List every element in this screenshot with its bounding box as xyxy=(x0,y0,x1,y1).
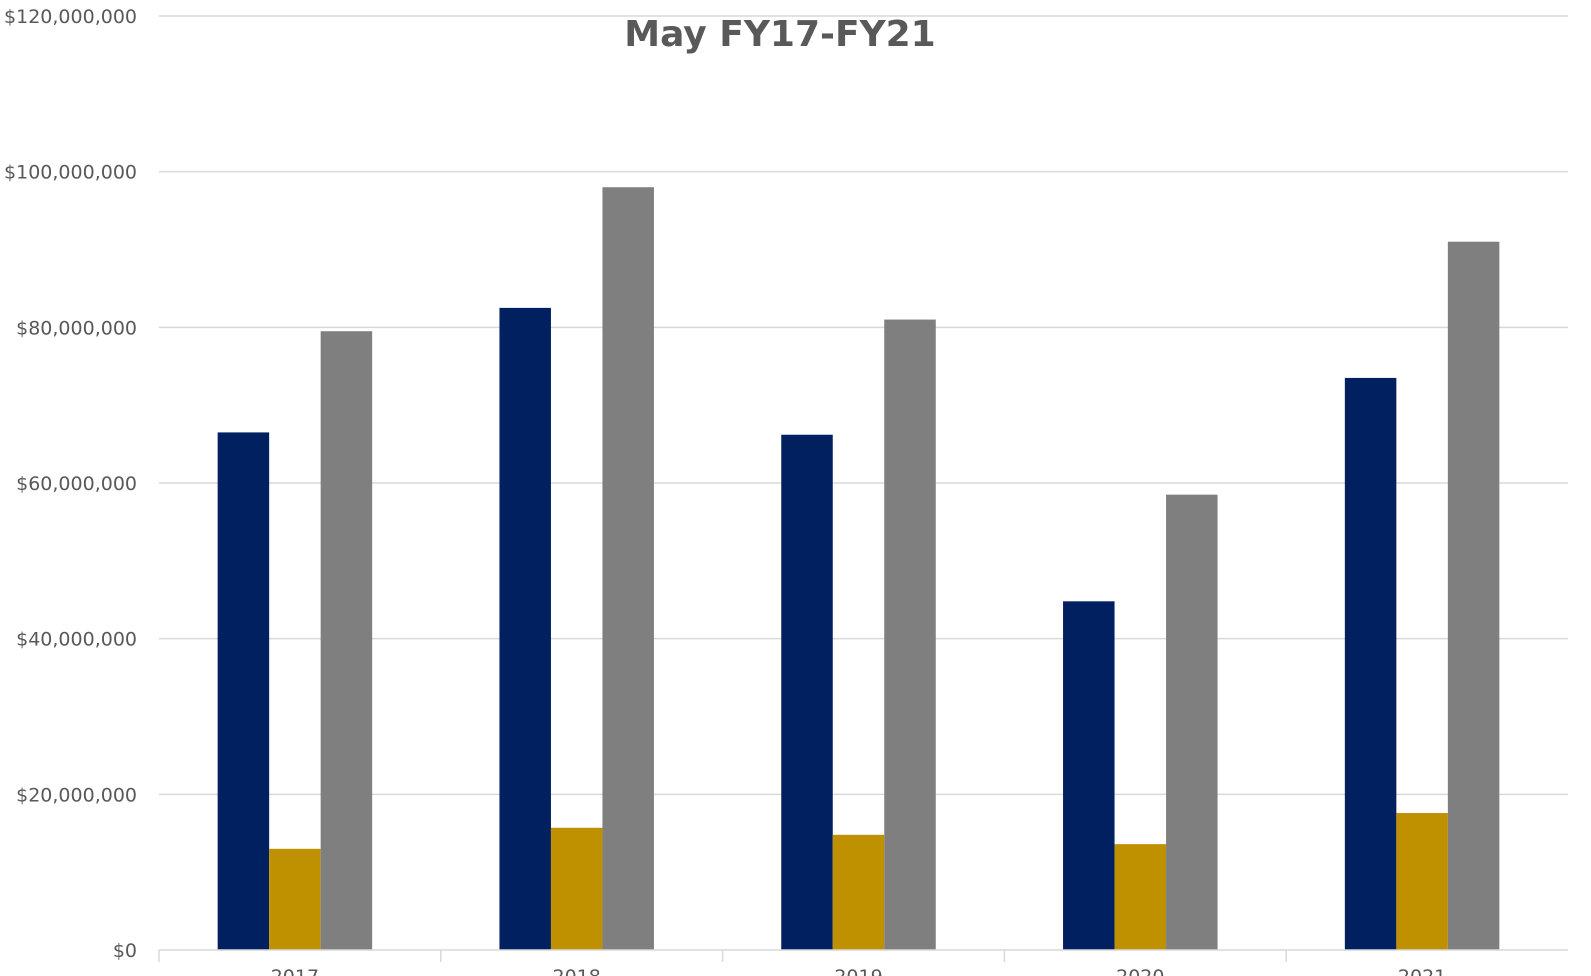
x-tick-label: 2018 xyxy=(553,966,601,976)
bar xyxy=(832,834,885,950)
bar xyxy=(1344,377,1397,950)
bar xyxy=(499,307,551,950)
y-tick-label: $20,000,000 xyxy=(16,784,137,806)
bar xyxy=(1447,241,1500,950)
y-tick-label: $80,000,000 xyxy=(16,317,137,339)
x-tick-label: 2021 xyxy=(1398,966,1446,976)
y-tick-label: $60,000,000 xyxy=(16,473,137,495)
bar xyxy=(1166,494,1218,950)
y-tick-label: $120,000,000 xyxy=(4,6,137,28)
bar xyxy=(1396,813,1448,950)
bar xyxy=(550,827,603,950)
x-tick-label: 2019 xyxy=(834,966,882,976)
y-tick-label: $40,000,000 xyxy=(16,629,137,651)
x-tick-label: 2017 xyxy=(271,966,319,976)
y-tick-label: $0 xyxy=(113,940,137,962)
bar xyxy=(1114,844,1167,950)
bar xyxy=(217,432,270,950)
chart-title: May FY17-FY21 xyxy=(624,14,936,55)
bar xyxy=(602,187,654,950)
x-tick-label: 2020 xyxy=(1116,966,1164,976)
bar xyxy=(1063,601,1115,950)
y-tick-label: $100,000,000 xyxy=(4,162,137,184)
bar xyxy=(320,331,373,951)
bar xyxy=(269,848,321,950)
bar xyxy=(781,434,833,950)
bar xyxy=(884,319,936,950)
